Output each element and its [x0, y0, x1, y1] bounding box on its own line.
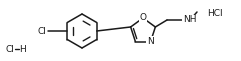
Text: HCl: HCl	[207, 10, 223, 18]
Text: Cl: Cl	[5, 45, 14, 53]
Text: NH: NH	[183, 15, 196, 25]
Text: Cl: Cl	[37, 26, 46, 36]
Text: O: O	[140, 13, 147, 23]
Text: H: H	[19, 45, 26, 53]
Text: N: N	[147, 37, 154, 46]
